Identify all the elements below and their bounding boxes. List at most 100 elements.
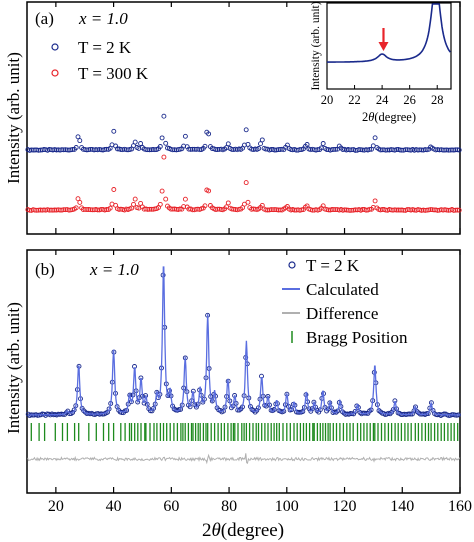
data-point: [428, 207, 434, 213]
data-point: [206, 188, 212, 194]
data-point: [132, 139, 138, 145]
data-point: [61, 147, 67, 153]
observed-point: [352, 408, 358, 414]
x-axis-label-prefix: 2: [202, 520, 212, 541]
observed-point: [71, 407, 77, 413]
data-point: [367, 206, 373, 212]
observed-point: [300, 409, 306, 414]
data-point: [70, 147, 76, 152]
data-point: [299, 207, 305, 213]
calculated-line: [27, 266, 460, 416]
data-point: [163, 196, 169, 202]
panel-b-x-tick-label: 140: [390, 498, 414, 515]
inset-x-tick-label: 20: [321, 93, 334, 107]
panel-b-composition: x = 1.0: [89, 260, 139, 279]
panel-b-x-tick-label: 160: [448, 498, 472, 515]
inset-x-tick-label: 28: [431, 93, 444, 107]
data-point: [225, 200, 231, 206]
observed-point: [187, 404, 193, 410]
data-point: [241, 201, 247, 207]
inset-x-tick-label: 24: [376, 93, 389, 107]
data-point: [107, 205, 113, 211]
data-point: [245, 199, 251, 205]
legend-label-obs: T = 2 K: [306, 256, 360, 275]
data-point: [367, 146, 373, 152]
panel-b-x-ticks: 20 40 60 80 100 120 140 160: [48, 250, 472, 515]
data-point: [138, 141, 144, 146]
data-point: [444, 147, 450, 153]
inset-curve: [327, 3, 451, 63]
panel-a-legend: T = 2 K T = 300 K: [51, 38, 149, 83]
data-point: [75, 196, 81, 202]
data-point: [73, 205, 79, 211]
data-point: [95, 207, 101, 213]
data-point: [259, 137, 265, 143]
inset-arrow-head: [378, 42, 389, 51]
data-point: [456, 147, 462, 153]
data-point: [159, 135, 165, 141]
panel-a-label: (a): [35, 9, 54, 28]
data-point: [75, 134, 81, 140]
x-axis-label: 2θ(degree): [202, 520, 284, 541]
legend-label-calculated: Calculated: [306, 280, 379, 299]
data-point: [356, 147, 362, 153]
panel-b-label: (b): [35, 260, 55, 279]
panel-b-x-tick-label: 120: [333, 498, 357, 515]
legend-label-300k: T = 300 K: [78, 64, 149, 83]
series-difference: [27, 453, 461, 465]
difference-line: [27, 453, 461, 465]
data-point: [270, 207, 276, 213]
panel-a-composition: x = 1.0: [78, 9, 128, 28]
data-point: [372, 198, 378, 204]
inset-x-label-suffix: (degree): [374, 110, 416, 124]
data-point: [157, 201, 163, 207]
observed-point: [255, 405, 261, 411]
data-point: [177, 206, 183, 212]
inset-x-label-prefix: 2: [362, 110, 368, 124]
data-point: [225, 141, 231, 147]
inset-frame: [326, 2, 452, 90]
inset-arrow: [378, 28, 389, 51]
data-point: [148, 147, 154, 153]
data-point: [456, 207, 462, 213]
data-point: [131, 201, 136, 207]
data-point: [132, 196, 138, 202]
inset-y-axis-label: Intensity (arb. unit): [310, 1, 322, 90]
data-point: [259, 202, 265, 208]
data-point: [77, 199, 83, 205]
data-point: [258, 141, 263, 147]
panel-b-x-tick-label: 60: [163, 498, 179, 515]
observed-point: [441, 411, 447, 417]
data-point: [454, 207, 460, 213]
series-300k: [25, 154, 462, 213]
series-2k: [25, 113, 462, 153]
panel-b-x-tick-label: 100: [275, 498, 299, 515]
data-point: [147, 206, 153, 212]
observed-point: [271, 407, 277, 412]
data-point: [161, 113, 167, 119]
observed-point: [147, 408, 153, 414]
legend-label-2k: T = 2 K: [78, 38, 132, 57]
legend-label-bragg: Bragg Position: [306, 328, 408, 347]
data-point: [111, 187, 117, 192]
observed-point: [106, 406, 112, 412]
series-calculated: [27, 266, 460, 416]
data-point: [268, 207, 274, 213]
data-point: [147, 147, 153, 153]
inset-x-tick-label: 22: [348, 93, 361, 107]
inset-series-line: [327, 3, 451, 63]
observed-point: [424, 411, 430, 417]
data-point: [129, 205, 135, 211]
data-point: [206, 131, 212, 137]
data-point: [163, 140, 169, 146]
data-point: [111, 128, 117, 134]
panel-b: 20 40 60 80 100 120 140 160 (b) x = 1.0 Intensi…: [4, 249, 472, 515]
legend-marker-2k: [51, 43, 59, 51]
inset-x-axis-label: 2θ(degree): [362, 110, 416, 124]
data-point: [73, 145, 79, 150]
inset-x-ticks: 20 22 24 26 28: [321, 85, 444, 107]
legend-marker-obs: [288, 261, 296, 269]
data-point: [446, 147, 451, 153]
data-point: [182, 133, 188, 139]
